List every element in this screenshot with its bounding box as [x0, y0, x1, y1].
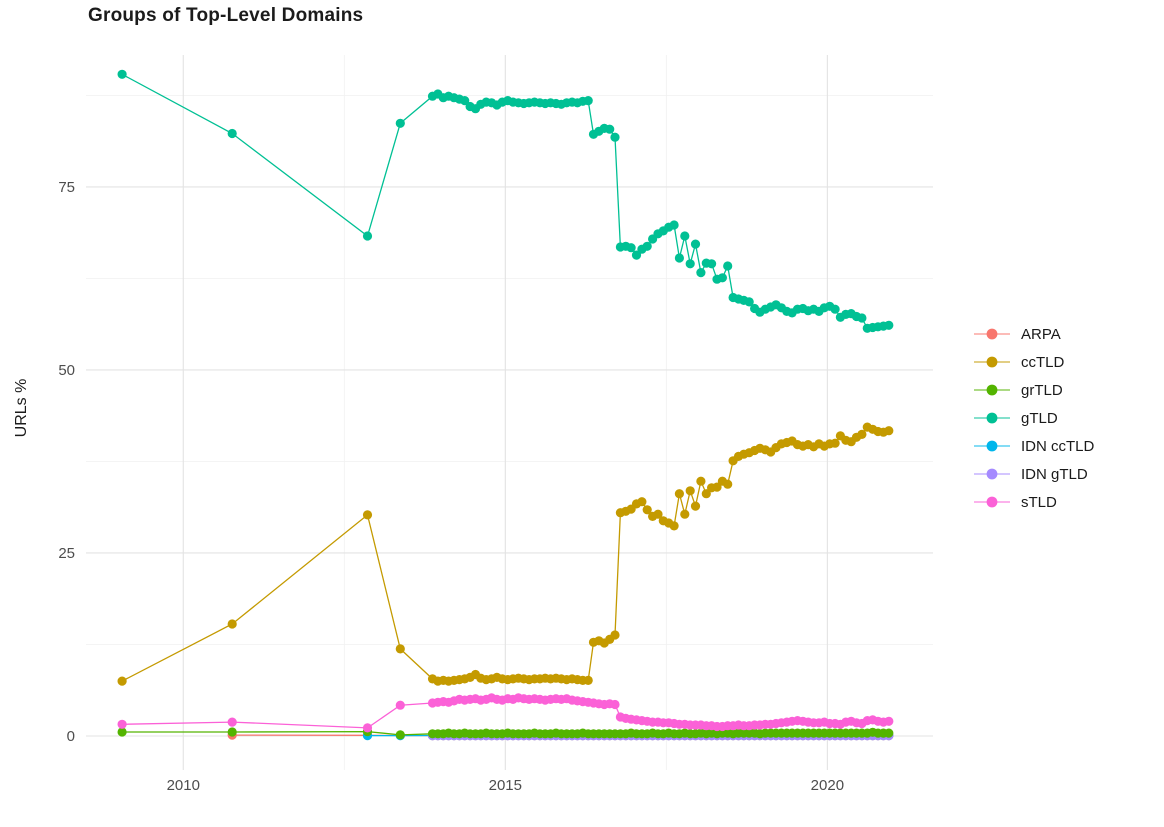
data-point: [642, 241, 652, 251]
data-point: [712, 482, 722, 492]
data-point: [680, 509, 690, 519]
data-point: [690, 239, 701, 249]
data-point: [701, 489, 711, 499]
data-point: [707, 259, 717, 269]
legend-label: gTLD: [1021, 409, 1058, 427]
series-gtld: [117, 69, 894, 333]
data-point: [395, 700, 405, 710]
data-point: [227, 717, 237, 727]
data-point: [884, 728, 894, 738]
x-tick-label: 2010: [167, 777, 200, 794]
data-point: [362, 723, 373, 733]
legend-item-gtld: gTLD: [972, 404, 1094, 432]
legend-key-icon: [974, 412, 1010, 424]
legend-key-icon: [974, 496, 1010, 508]
data-point: [610, 132, 620, 142]
data-point: [395, 118, 405, 128]
data-point: [674, 489, 685, 499]
data-point: [884, 426, 894, 436]
legend-item-idn-cctld: IDN ccTLD: [972, 432, 1094, 460]
data-point: [674, 253, 685, 263]
chart-title: Groups of Top-Level Domains: [88, 5, 364, 26]
x-tick-label: 2015: [489, 777, 522, 794]
y-tick-label: 75: [58, 179, 75, 196]
data-point: [669, 521, 679, 531]
legend-key-dot: [986, 412, 998, 424]
data-point: [884, 716, 894, 726]
data-point: [857, 429, 867, 439]
data-point: [117, 727, 127, 737]
data-point: [637, 497, 647, 507]
data-point: [395, 730, 405, 740]
legend-key-dot: [986, 356, 998, 368]
legend-label: sTLD: [1021, 493, 1057, 511]
data-point: [690, 501, 701, 511]
data-point: [395, 644, 405, 654]
data-point: [653, 509, 663, 519]
data-point: [685, 486, 695, 496]
data-point: [583, 675, 593, 686]
data-point: [723, 479, 733, 489]
series-cctld: [117, 422, 894, 686]
legend-key-icon: [974, 384, 1010, 396]
legend-key-dot: [986, 496, 998, 508]
legend-key-icon: [974, 440, 1010, 452]
data-point: [669, 220, 679, 230]
data-point: [830, 304, 840, 314]
y-tick-label: 0: [67, 728, 75, 745]
data-point: [227, 619, 237, 629]
legend-item-idn-gtld: IDN gTLD: [972, 460, 1094, 488]
data-point: [884, 320, 894, 330]
legend-label: IDN ccTLD: [1021, 437, 1095, 455]
data-point: [696, 268, 706, 278]
series-stld: [117, 693, 894, 733]
data-point: [717, 273, 728, 283]
legend-label: ARPA: [1021, 325, 1061, 343]
data-point: [631, 250, 642, 260]
legend-label: grTLD: [1021, 381, 1063, 399]
legend-item-cctld: ccTLD: [972, 348, 1094, 376]
legend-key-dot: [986, 328, 998, 340]
data-point: [642, 505, 652, 515]
data-point: [830, 438, 840, 448]
data-point: [117, 719, 127, 729]
data-point: [362, 231, 373, 241]
gridlines: [86, 55, 933, 770]
legend-key-dot: [986, 440, 998, 452]
data-point: [227, 727, 237, 737]
data-point: [117, 676, 127, 686]
data-point: [626, 243, 636, 253]
legend-label: IDN gTLD: [1021, 465, 1088, 483]
data-point: [680, 231, 690, 241]
data-point: [610, 630, 620, 640]
legend-key-icon: [974, 356, 1010, 368]
legend-key-dot: [986, 384, 998, 396]
data-point: [696, 476, 706, 486]
data-point: [583, 96, 593, 106]
legend-item-grtld: grTLD: [972, 376, 1094, 404]
series-grtld: [117, 727, 894, 740]
data-point: [117, 69, 127, 79]
data-point: [685, 259, 695, 269]
legend-key-icon: [974, 328, 1010, 340]
legend: ARPA ccTLD grTLD gTLD IDN ccTLD IDN gTLD sTLD: [972, 320, 1094, 516]
legend-key-icon: [974, 468, 1010, 480]
data-point: [460, 96, 470, 106]
data-point: [744, 297, 754, 307]
data-point: [227, 128, 237, 139]
legend-item-arpa: ARPA: [972, 320, 1094, 348]
data-point: [610, 699, 620, 710]
data-point: [723, 261, 733, 271]
data-point: [605, 124, 615, 134]
x-tick-label: 2020: [811, 777, 844, 794]
y-tick-label: 50: [58, 362, 75, 379]
legend-label: ccTLD: [1021, 353, 1065, 371]
data-point: [857, 313, 867, 323]
data-point: [362, 510, 373, 520]
legend-key-dot: [986, 468, 998, 480]
y-tick-label: 25: [58, 545, 75, 562]
legend-item-stld: sTLD: [972, 488, 1094, 516]
